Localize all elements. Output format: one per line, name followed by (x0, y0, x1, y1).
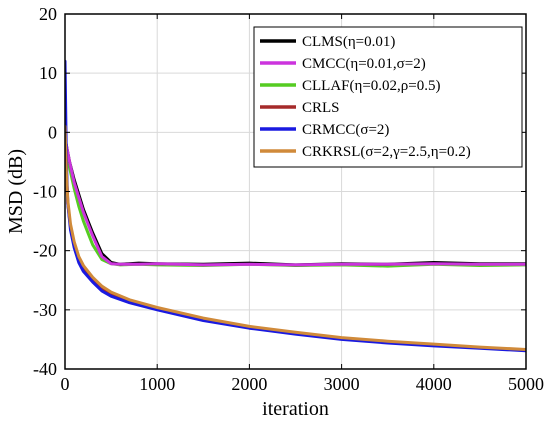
y-tick-label: 0 (48, 122, 57, 142)
legend-label: CRMCC(σ=2) (302, 122, 389, 138)
y-tick-label: -20 (33, 241, 57, 261)
x-tick-label: 4000 (416, 374, 452, 394)
x-tick-label: 0 (61, 374, 70, 394)
series-line-1 (65, 136, 526, 267)
legend-label: CMCC(η=0.01,σ=2) (302, 56, 426, 72)
axis-ticks: 0 1000 2000 3000 4000 5000 20 10 0 -10 -20 -30 -40 (33, 4, 544, 394)
y-tick-label: -10 (33, 182, 57, 202)
legend-box (253, 26, 523, 168)
legend: CLMS(η=0.01) CMCC(η=0.01,σ=2) CLLAF(η=0.02… (253, 26, 523, 168)
plot-area (65, 59, 526, 353)
x-tick-label: 5000 (508, 374, 544, 394)
y-tick-label: -30 (33, 300, 57, 320)
y-tick-label: -40 (33, 359, 57, 379)
x-axis-label: iteration (262, 398, 329, 420)
legend-label: CLMS(η=0.01) (302, 34, 395, 50)
y-tick-label: 10 (39, 63, 57, 83)
x-tick-label: 2000 (231, 374, 267, 394)
legend-label: CRLS (302, 100, 340, 116)
legend-label: CLLAF(η=0.02,ρ=0.5) (302, 78, 441, 94)
x-tick-label: 3000 (324, 374, 360, 394)
y-axis-label: MSD (dB) (5, 149, 27, 234)
legend-label: CRKRSL(σ=2,γ=2.5,η=0.2) (302, 144, 471, 160)
x-tick-label: 1000 (139, 374, 175, 394)
y-tick-label: 20 (39, 4, 57, 24)
series-line-5 (65, 124, 526, 351)
